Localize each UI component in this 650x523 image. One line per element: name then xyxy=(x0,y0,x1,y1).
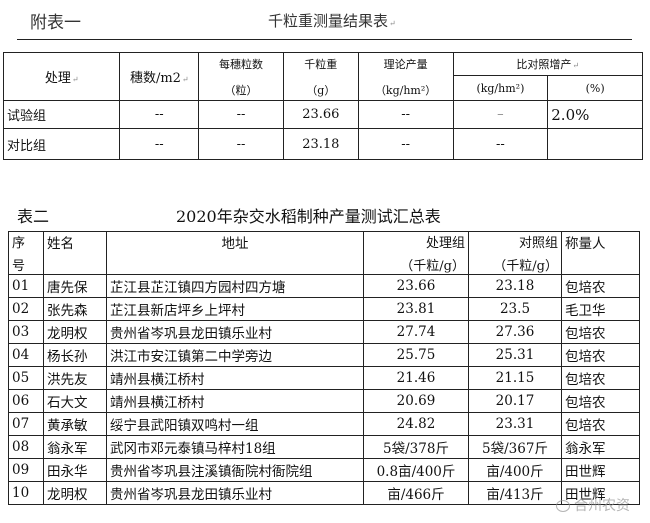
row-name: 翁永军 xyxy=(43,435,107,459)
table-row: 08 翁永军 武冈市邓元泰镇马梓村18组 5袋/378斤 5袋/367斤 翁永军 xyxy=(8,435,640,459)
row-control: 23.18 xyxy=(468,274,562,298)
row-weigher: 包培农 xyxy=(561,274,640,298)
row-address: 洪江市安江镇第二中学旁边 xyxy=(106,343,364,367)
row-control: 23.5 xyxy=(468,297,562,321)
row-address: 贵州省岑巩县注溪镇衙院村衙院组 xyxy=(106,458,364,482)
row-control: 23.31 xyxy=(468,412,562,436)
row-no: 07 xyxy=(8,412,44,436)
row-address: 芷江县新店坪乡上坪村 xyxy=(106,297,364,321)
header-yield: 理论产量 （kg/hm²） xyxy=(357,52,454,101)
row-name: 唐先保 xyxy=(43,274,107,298)
row-no: 05 xyxy=(8,366,44,390)
row-address: 武冈市邓元泰镇马梓村18组 xyxy=(106,435,364,459)
table-row: 01 唐先保 芷江县芷江镇四方园村四方塘 23.66 23.18 包培农 xyxy=(8,274,640,298)
row-name: 田永华 xyxy=(43,458,107,482)
header-weigher: 称量人 xyxy=(561,231,640,275)
row-no: 01 xyxy=(8,274,44,298)
table-row: 07 黄承敏 绥宁县武阳镇双鸣村一组 24.82 23.31 包培农 xyxy=(8,412,640,436)
watermark: 合州农资 xyxy=(556,495,630,515)
row-control: 27.36 xyxy=(468,320,562,344)
row-weigher: 田世辉 xyxy=(561,458,640,482)
header-name: 姓名 xyxy=(43,231,107,275)
grain-weight-table: 处理 穗数/m2 每穗粒数（粒） 千粒重（g） 理论产量（kg/hm²） 比对照… xyxy=(2,52,644,160)
header-grains: 每穗粒数 （粒） xyxy=(198,52,284,101)
row-treat: 24.82 xyxy=(363,412,469,436)
row-address: 靖州县横江桥村 xyxy=(106,389,364,413)
table-row: 05 洪先友 靖州县横江桥村 21.46 21.15 包培农 xyxy=(8,366,640,390)
table1-label: 附表一 xyxy=(30,13,81,33)
row-control: 25.31 xyxy=(468,343,562,367)
row-name: 杨长孙 xyxy=(43,343,107,367)
table-row: 试验组 -- -- 23.66 -- – 2.0% xyxy=(2,100,643,129)
row-treat: 23.66 xyxy=(363,274,469,298)
row-treat: 20.69 xyxy=(363,389,469,413)
row-address: 绥宁县武阳镇双鸣村一组 xyxy=(106,412,364,436)
row-address: 芷江县芷江镇四方园村四方塘 xyxy=(106,274,364,298)
row-name: 张先森 xyxy=(43,297,107,321)
table2-label: 表二 xyxy=(17,207,50,226)
row-weigher: 翁永军 xyxy=(561,435,640,459)
row-treat: 21.46 xyxy=(363,366,469,390)
row-name: 洪先友 xyxy=(43,366,107,390)
table-row: 09 田永华 贵州省岑巩县注溪镇衙院村衙院组 0.8亩/400斤 亩/400斤 田世辉 xyxy=(8,458,640,482)
table-row: 06 石大文 靖州县横江桥村 20.69 20.17 包培农 xyxy=(8,389,640,413)
row-treat: 23.81 xyxy=(363,297,469,321)
row-treat: 25.75 xyxy=(363,343,469,367)
header-no: 序号 xyxy=(8,231,44,275)
table-row: 对比组 -- -- 23.18 -- -- xyxy=(2,128,643,160)
row-control: 5袋/367斤 xyxy=(468,435,562,459)
row-name: 龙明权 xyxy=(43,481,107,505)
row-control: 亩/413斤 xyxy=(468,481,562,505)
header-row: 序号 姓名 地址 处理组 （千粒/g） 对照组 （千粒/g） 称量人 xyxy=(8,231,640,275)
header-control: 对照组 （千粒/g） xyxy=(468,231,562,275)
row-control: 20.17 xyxy=(468,389,562,413)
header-address: 地址 xyxy=(106,231,364,275)
wechat-icon xyxy=(556,500,570,512)
header-treat: 处理组 （千粒/g） xyxy=(363,231,469,275)
row-treat: 5袋/378斤 xyxy=(363,435,469,459)
title-rule xyxy=(17,39,632,40)
table-row: 10 龙明权 贵州省岑巩县龙田镇乐业村 亩/466斤 亩/413斤 田世辉 xyxy=(8,481,640,505)
row-no: 10 xyxy=(8,481,44,505)
row-name: 石大文 xyxy=(43,389,107,413)
row-no: 02 xyxy=(8,297,44,321)
row-no: 09 xyxy=(8,458,44,482)
row-control: 亩/400斤 xyxy=(468,458,562,482)
table1-title: 千粒重测量结果表 xyxy=(268,10,396,31)
row-treat: 27.74 xyxy=(363,320,469,344)
row-weigher: 毛卫华 xyxy=(561,297,640,321)
header-increase-kg: (kg/hm²) xyxy=(452,75,549,101)
row-weigher: 包培农 xyxy=(561,389,640,413)
row-no: 08 xyxy=(8,435,44,459)
row-weigher: 包培农 xyxy=(561,412,640,436)
header-treatment: 处理 xyxy=(2,52,121,101)
header-increase-pct: (%) xyxy=(547,75,643,101)
header-panicles: 穗数/m2 xyxy=(119,52,200,101)
row-no: 03 xyxy=(8,320,44,344)
row-address: 贵州省岑巩县龙田镇乐业村 xyxy=(106,481,364,505)
table-row: 02 张先森 芷江县新店坪乡上坪村 23.81 23.5 毛卫华 xyxy=(8,297,640,321)
table-row: 04 杨长孙 洪江市安江镇第二中学旁边 25.75 25.31 包培农 xyxy=(8,343,640,367)
table2-title: 2020年杂交水稻制种产量测试汇总表 xyxy=(176,207,441,226)
row-weigher: 包培农 xyxy=(561,366,640,390)
yield-summary-table: 序号 姓名 地址 处理组 （千粒/g） 对照组 （千粒/g） 称量人 01 唐先保 芷江… xyxy=(8,231,640,505)
row-address: 贵州省岑巩县龙田镇乐业村 xyxy=(106,320,364,344)
table1-title-text: 千粒重测量结果表 xyxy=(268,12,389,30)
row-treat: 亩/466斤 xyxy=(363,481,469,505)
row-name: 龙明权 xyxy=(43,320,107,344)
row-weigher: 包培农 xyxy=(561,320,640,344)
row-no: 06 xyxy=(8,389,44,413)
paragraph-mark xyxy=(388,12,396,30)
row-no: 04 xyxy=(8,343,44,367)
table-row: 03 龙明权 贵州省岑巩县龙田镇乐业村 27.74 27.36 包培农 xyxy=(8,320,640,344)
header-tgw: 千粒重 （g） xyxy=(282,52,359,101)
row-name: 黄承敏 xyxy=(43,412,107,436)
header-increase: 比对照增产 xyxy=(452,52,644,76)
row-treat: 0.8亩/400斤 xyxy=(363,458,469,482)
row-control: 21.15 xyxy=(468,366,562,390)
row-address: 靖州县横江桥村 xyxy=(106,366,364,390)
row-weigher: 包培农 xyxy=(561,343,640,367)
row-weigher: 田世辉 xyxy=(561,481,640,505)
